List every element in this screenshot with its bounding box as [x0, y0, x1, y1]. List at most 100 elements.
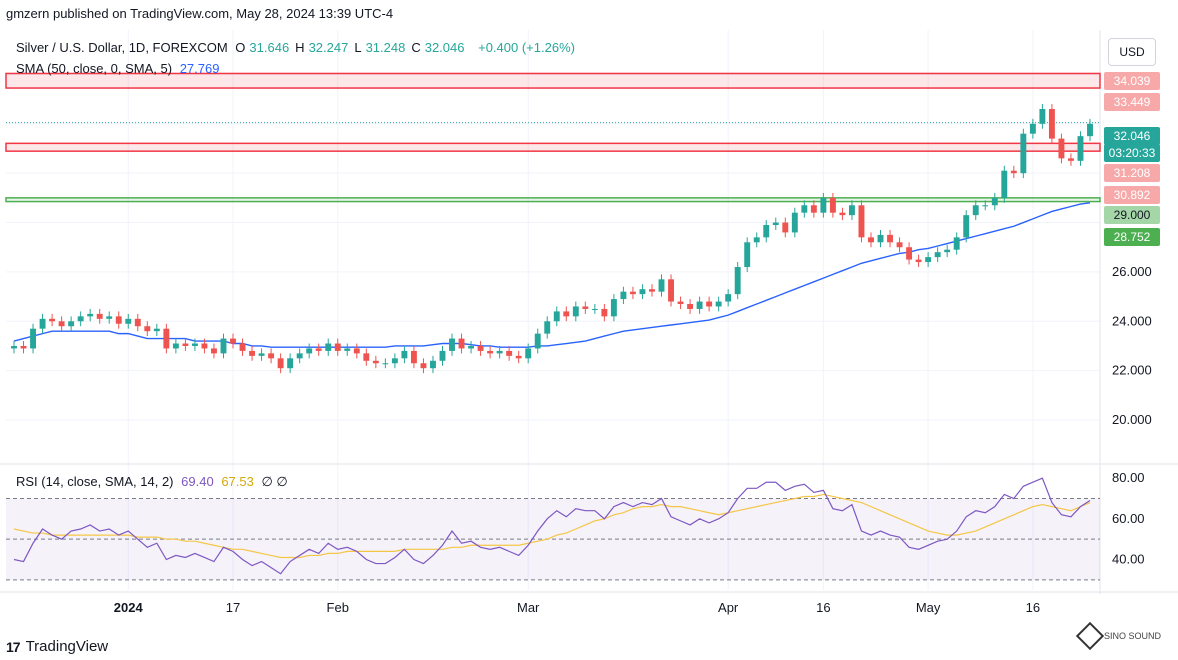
candle-body — [572, 306, 579, 317]
candle-body — [30, 328, 36, 349]
candle-body — [458, 338, 465, 349]
candle-body — [706, 301, 713, 307]
candle-body — [896, 242, 903, 248]
price-tick-label: 20.000 — [1112, 412, 1152, 427]
rsi-pane — [6, 477, 1100, 581]
candle-body — [268, 353, 275, 359]
candle-body — [953, 237, 960, 250]
candle-body — [487, 350, 494, 354]
rsi-label: RSI (14, close, SMA, 14, 2) — [16, 474, 174, 489]
candle-body — [1048, 108, 1055, 139]
candle-body — [1077, 136, 1084, 161]
main-legend: Silver / U.S. Dollar, 1D, FOREXCOM O 31.6… — [16, 40, 579, 55]
rsi-value: 69.40 — [181, 474, 214, 489]
candle-body — [163, 328, 170, 349]
candle-body — [639, 289, 646, 295]
candle-body — [220, 338, 227, 354]
candle-body — [144, 326, 151, 332]
candle-body — [696, 301, 703, 309]
published-caption: gmzern published on TradingView.com, May… — [6, 6, 394, 21]
candle-body — [1010, 170, 1017, 174]
candle-body — [372, 360, 379, 364]
candle-body — [1020, 133, 1027, 174]
candle-body — [1068, 158, 1074, 161]
candle-body — [868, 237, 874, 243]
candle-body — [915, 259, 922, 263]
candle-body — [382, 363, 389, 365]
rsi-line — [13, 477, 1091, 575]
candle-body — [782, 222, 789, 233]
time-tick-label: 16 — [1026, 600, 1040, 615]
candle-body — [344, 348, 351, 351]
candle-body — [591, 308, 598, 310]
candle-body — [715, 301, 722, 307]
candle-body — [877, 234, 884, 243]
candle-body — [420, 363, 427, 369]
time-tick-label: May — [916, 600, 941, 615]
axes: 20.000 22.000 24.000 26.000 40.00 60.00 80.00 2… — [114, 264, 1152, 615]
red-level-band — [5, 142, 1101, 152]
candle-body — [353, 348, 360, 354]
candle-body — [687, 304, 694, 309]
candle-body — [887, 234, 893, 243]
candle-body — [1087, 123, 1093, 137]
candle-body — [391, 358, 398, 364]
candle-body — [506, 350, 513, 356]
currency-button[interactable]: USD — [1108, 38, 1156, 66]
zone-top-tag: 34.039 — [1104, 72, 1160, 90]
candle-body — [934, 252, 941, 258]
price-chart[interactable]: 20.000 22.000 24.000 26.000 40.00 60.00 80.00 2… — [0, 30, 1178, 630]
sma-legend: SMA (50, close, 0, SMA, 5) 27.769 — [16, 61, 223, 76]
candle-body — [820, 197, 827, 213]
candle-body — [801, 205, 808, 213]
candle-body — [410, 350, 417, 364]
candle-body — [963, 215, 970, 238]
candle-body — [677, 301, 684, 305]
time-tick-label: 16 — [816, 600, 830, 615]
rsi-legend: RSI (14, close, SMA, 14, 2) 69.40 67.53 … — [16, 474, 292, 490]
candle-body — [363, 353, 370, 361]
candle-body — [610, 299, 617, 317]
ohlc: O 31.646 H 32.247 L 31.248 C 32.046 — [235, 40, 465, 55]
candle-body — [115, 316, 122, 324]
candle-body — [11, 345, 17, 349]
candle-body — [810, 205, 817, 213]
candle-body — [325, 343, 332, 351]
candle-body — [315, 348, 322, 351]
candle-body — [544, 321, 551, 334]
rsi-extra: ∅ ∅ — [261, 474, 288, 489]
footer-brand[interactable]: 17 TradingView — [6, 638, 108, 655]
candle-body — [925, 257, 932, 263]
candle-body — [211, 348, 217, 354]
candle-body — [944, 249, 951, 253]
time-tick-label: 2024 — [114, 600, 144, 615]
candle-body — [1001, 170, 1008, 198]
candle-body — [839, 212, 846, 216]
candle-body — [553, 311, 560, 322]
stamp-text: SINO SOUND — [1104, 631, 1162, 641]
rsi-tick-label: 40.00 — [1112, 552, 1145, 567]
candle-body — [829, 197, 836, 213]
candles — [11, 104, 1093, 374]
time-tick-label: Mar — [517, 600, 540, 615]
price-levels — [5, 72, 1101, 203]
candle-body — [106, 316, 113, 319]
candle-body — [191, 343, 198, 346]
candle-body — [991, 197, 998, 206]
symbol-title: Silver / U.S. Dollar, 1D, FOREXCOM — [16, 40, 228, 55]
candle-body — [763, 225, 770, 238]
candle-body — [430, 360, 436, 369]
support-band — [5, 197, 1101, 203]
candle-body — [1039, 108, 1046, 124]
candle-body — [601, 308, 608, 317]
price-tick-label: 26.000 — [1112, 264, 1152, 279]
candle-body — [1058, 138, 1065, 159]
candle-body — [515, 355, 522, 359]
watermark-stamp: SINO SOUND — [1075, 621, 1162, 651]
price-tick-label: 22.000 — [1112, 363, 1152, 378]
candle-body — [620, 291, 627, 300]
candle-body — [649, 289, 655, 292]
candle-body — [77, 316, 84, 322]
candle-body — [58, 321, 65, 327]
tradingview-logo-icon: 17 — [6, 638, 21, 655]
